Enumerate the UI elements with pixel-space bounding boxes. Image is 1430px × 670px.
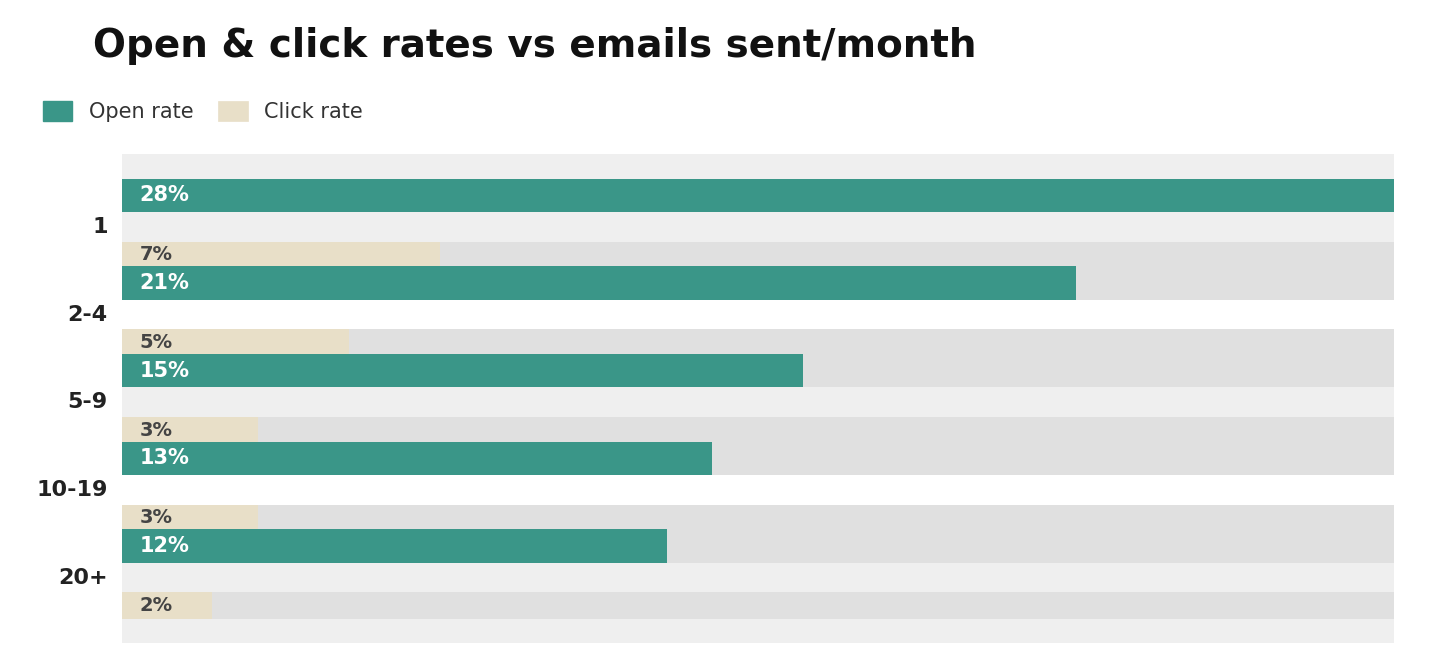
Bar xyxy=(122,179,1394,212)
Text: 2%: 2% xyxy=(140,596,173,615)
Bar xyxy=(122,354,1394,387)
Bar xyxy=(122,179,1394,212)
Bar xyxy=(122,266,1394,299)
Bar xyxy=(122,505,1394,531)
Text: 15%: 15% xyxy=(140,360,190,381)
Bar xyxy=(122,267,1394,355)
Bar xyxy=(122,442,712,475)
Text: 3%: 3% xyxy=(140,509,173,527)
Bar xyxy=(122,355,1394,442)
Text: Open & click rates vs emails sent/month: Open & click rates vs emails sent/month xyxy=(93,27,977,65)
Text: 5%: 5% xyxy=(140,333,173,352)
Bar xyxy=(122,529,666,563)
Bar xyxy=(122,505,257,531)
Bar xyxy=(122,592,213,618)
Bar xyxy=(122,592,1394,618)
Text: 28%: 28% xyxy=(140,186,190,205)
Bar xyxy=(122,330,349,356)
Bar xyxy=(122,242,1394,268)
Bar xyxy=(122,242,440,268)
Bar xyxy=(122,529,1394,563)
Bar xyxy=(122,266,1077,299)
Text: 3%: 3% xyxy=(140,421,173,440)
Bar xyxy=(122,442,1394,475)
Bar xyxy=(122,442,1394,530)
Text: 7%: 7% xyxy=(140,245,173,265)
Text: 21%: 21% xyxy=(140,273,190,293)
Legend: Open rate, Click rate: Open rate, Click rate xyxy=(43,101,363,122)
Text: 12%: 12% xyxy=(140,536,190,556)
Bar xyxy=(122,530,1394,643)
Bar xyxy=(122,154,1394,267)
Bar xyxy=(122,330,1394,356)
Bar xyxy=(122,417,1394,444)
Bar xyxy=(122,417,257,444)
Text: 13%: 13% xyxy=(140,448,190,468)
Bar xyxy=(122,354,804,387)
